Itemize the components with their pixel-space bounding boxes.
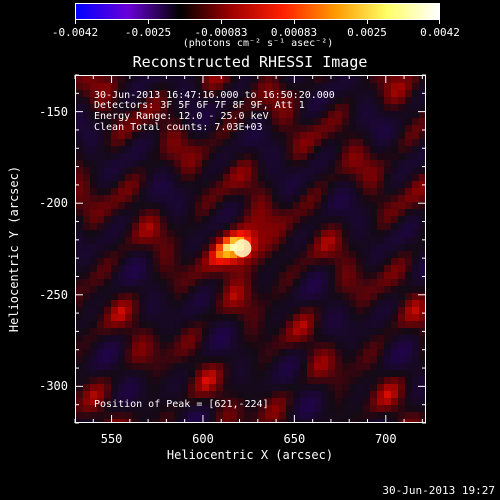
info-peak-position: Position of Peak = [621,-224] — [94, 399, 269, 410]
info-detectors: Detectors: 3F 5F 6F 7F 8F 9F, Att 1 — [94, 100, 305, 111]
colorbar-tick-label: 0.00083 — [270, 26, 318, 39]
x-tick-label: 550 — [100, 432, 123, 446]
colorbar-tick-label: -0.0042 — [51, 26, 99, 39]
footer-timestamp: 30-Jun-2013 19:27 — [382, 484, 495, 497]
reconstructed-image — [76, 76, 425, 422]
image-plot-area: 30-Jun-2013 16:47:16.000 to 16:50:20.000… — [75, 75, 426, 423]
y-tick-label: -200 — [39, 196, 68, 211]
source-peak — [233, 239, 252, 258]
colorbar-tick-label: -0.0025 — [124, 26, 172, 39]
x-tick-label: 650 — [283, 432, 306, 446]
y-tick-label: -250 — [39, 287, 68, 302]
y-tick-label: -300 — [39, 379, 68, 394]
x-axis-label: Heliocentric X (arcsec) — [166, 448, 334, 462]
colorbar-tick — [294, 20, 295, 24]
info-time-range: 30-Jun-2013 16:47:16.000 to 16:50:20.000 — [94, 90, 335, 101]
image-title: Reconstructed RHESSI Image — [132, 53, 368, 71]
x-tick-label: 700 — [374, 432, 397, 446]
colorbar-tick-label: 0.0042 — [420, 26, 460, 39]
colorbar-tick-label: -0.00083 — [194, 26, 248, 39]
info-method: Clean Total counts: 7.03E+03 — [94, 122, 263, 133]
colorbar-tick — [148, 20, 149, 24]
colorbar-tick — [75, 20, 76, 24]
y-axis-label: Heliocentric Y (arcsec) — [7, 165, 21, 333]
colorbar-tick — [221, 20, 222, 24]
x-tick-label: 600 — [192, 432, 214, 446]
colorbar-tick — [367, 20, 368, 24]
colorbar — [75, 3, 440, 20]
y-tick-label: -150 — [39, 104, 68, 119]
colorbar-tick-label: 0.0025 — [347, 26, 387, 39]
info-energy-range: Energy Range: 12.0 - 25.0 keV — [94, 111, 269, 122]
colorbar-tick — [439, 20, 440, 24]
colorbar-unit-label: (photons cm⁻² s⁻¹ asec⁻²) — [182, 38, 334, 49]
